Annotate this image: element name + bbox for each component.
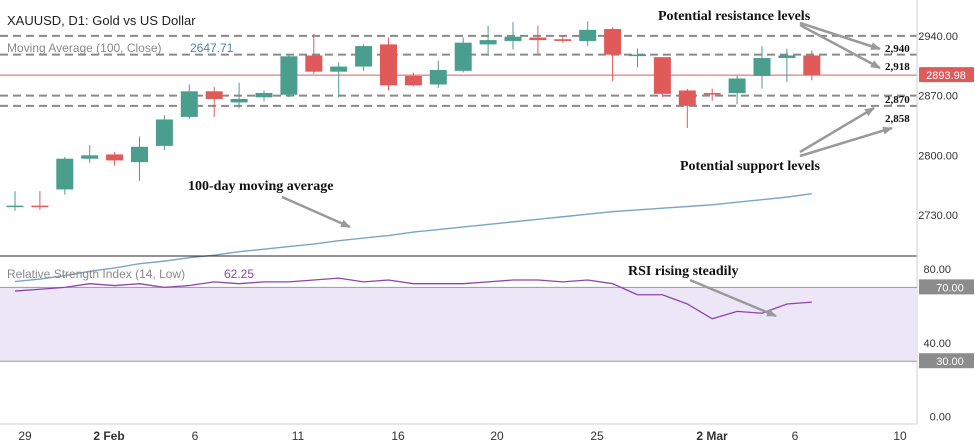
candle-body[interactable]	[454, 42, 472, 71]
time-tick-label: 10	[893, 429, 907, 443]
level-label-2858: 2,858	[885, 113, 910, 125]
candle-body[interactable]	[106, 154, 124, 161]
candle-body[interactable]	[778, 55, 796, 59]
candle-body[interactable]	[604, 29, 622, 55]
candle-body[interactable]	[703, 93, 721, 95]
candle-body[interactable]	[6, 205, 24, 208]
candle-body[interactable]	[280, 56, 298, 95]
candle-body[interactable]	[429, 69, 447, 85]
arrow-resistance-lower	[799, 23, 881, 70]
level-label-2918: 2,918	[885, 61, 910, 73]
candle-body[interactable]	[330, 66, 348, 72]
rsi-axis[interactable]: 80.00 70.00 40.00 30.00 0.00	[919, 264, 974, 424]
level-label-2870: 2,870	[885, 94, 910, 106]
candle-body[interactable]	[230, 98, 248, 103]
arrow-support-lower	[799, 126, 893, 158]
current-price-value: 2893.98	[926, 70, 966, 82]
candle-body[interactable]	[155, 119, 173, 146]
candle-body[interactable]	[629, 54, 646, 57]
candle-body[interactable]	[653, 57, 671, 94]
annotation-arrows	[281, 21, 893, 318]
arrow-support-upper	[799, 106, 875, 154]
arrow-resistance-upper	[799, 21, 881, 51]
level-label-2940: 2,940	[885, 43, 910, 55]
time-tick-label: 20	[490, 429, 504, 443]
rsi-tick-label: 70.00	[936, 282, 964, 294]
rsi-annotation: RSI rising steadily	[628, 264, 738, 279]
time-tick-label: 25	[590, 429, 604, 443]
rsi-tick-label: 30.00	[936, 356, 964, 368]
candle-body[interactable]	[56, 158, 74, 190]
time-tick-label: 11	[292, 429, 305, 443]
time-tick-label: 6	[792, 429, 799, 443]
time-tick-label: 6	[192, 429, 199, 443]
candle-body[interactable]	[31, 205, 49, 208]
symbol-title: XAUUSD, D1: Gold vs US Dollar	[7, 13, 196, 28]
time-axis[interactable]: 29 2 Feb 6 11 16 20 25 2 Mar 6 10	[18, 429, 907, 443]
arrow-ma	[281, 195, 351, 229]
rsi-tick-label: 0.00	[930, 412, 951, 424]
rsi-pane[interactable]	[0, 277, 917, 362]
rsi-legend-value: 62.25	[224, 267, 254, 281]
ma-annotation: 100-day moving average	[188, 179, 333, 194]
price-tick-label: 2940.00	[918, 31, 958, 43]
candle-body[interactable]	[131, 146, 148, 163]
rsi-band-badge	[919, 279, 974, 295]
candle-body[interactable]	[803, 55, 821, 76]
time-tick-label: 29	[18, 429, 32, 443]
price-tick-label: 2730.00	[918, 210, 958, 222]
candle-body[interactable]	[728, 78, 746, 94]
price-tick-label: 2800.00	[918, 150, 958, 162]
candles[interactable]	[6, 21, 821, 211]
price-pane[interactable]	[0, 21, 917, 283]
candle-body[interactable]	[554, 39, 572, 41]
current-price-badge: 2893.98	[919, 67, 974, 83]
candle-body[interactable]	[355, 46, 373, 67]
candle-body[interactable]	[753, 58, 771, 76]
candle-body[interactable]	[678, 90, 696, 106]
price-axis[interactable]: 2940.00 2870.00 2800.00 2730.00	[918, 31, 958, 222]
time-tick-label: 2 Mar	[696, 429, 728, 443]
price-tick-label: 2870.00	[918, 91, 958, 103]
candle-body[interactable]	[504, 36, 522, 41]
rsi-band	[0, 287, 917, 362]
time-tick-label: 16	[391, 429, 405, 443]
candle-body[interactable]	[255, 93, 273, 98]
candle-body[interactable]	[81, 155, 99, 159]
arrow-rsi	[689, 278, 777, 318]
moving-average-path	[14, 193, 812, 283]
support-annotation: Potential support levels	[680, 159, 821, 174]
candle-body[interactable]	[305, 55, 323, 72]
candle-body[interactable]	[579, 29, 597, 41]
candle-body[interactable]	[479, 40, 497, 45]
ma-legend-label: Moving Average (100, Close)	[7, 41, 162, 55]
candle-body[interactable]	[180, 91, 198, 117]
ma-legend-value: 2647.71	[190, 41, 234, 55]
rsi-line	[14, 277, 812, 320]
candle-body[interactable]	[380, 44, 397, 86]
rsi-tick-label: 40.00	[923, 338, 951, 350]
candle-body[interactable]	[404, 75, 422, 86]
rsi-legend-label: Relative Strength Index (14, Low)	[7, 267, 185, 281]
candle-body[interactable]	[205, 91, 223, 99]
time-tick-label: 2 Feb	[93, 429, 124, 443]
resistance-annotation: Potential resistance levels	[658, 9, 811, 24]
moving-average-line	[14, 193, 812, 283]
rsi-tick-label: 80.00	[923, 264, 951, 276]
candle-body[interactable]	[529, 37, 547, 41]
rsi-band-badge	[919, 353, 974, 369]
